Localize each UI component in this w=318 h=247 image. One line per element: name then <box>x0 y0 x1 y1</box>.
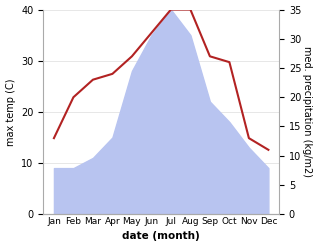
Y-axis label: max temp (C): max temp (C) <box>5 78 16 145</box>
X-axis label: date (month): date (month) <box>122 231 200 242</box>
Y-axis label: med. precipitation (kg/m2): med. precipitation (kg/m2) <box>302 46 313 177</box>
